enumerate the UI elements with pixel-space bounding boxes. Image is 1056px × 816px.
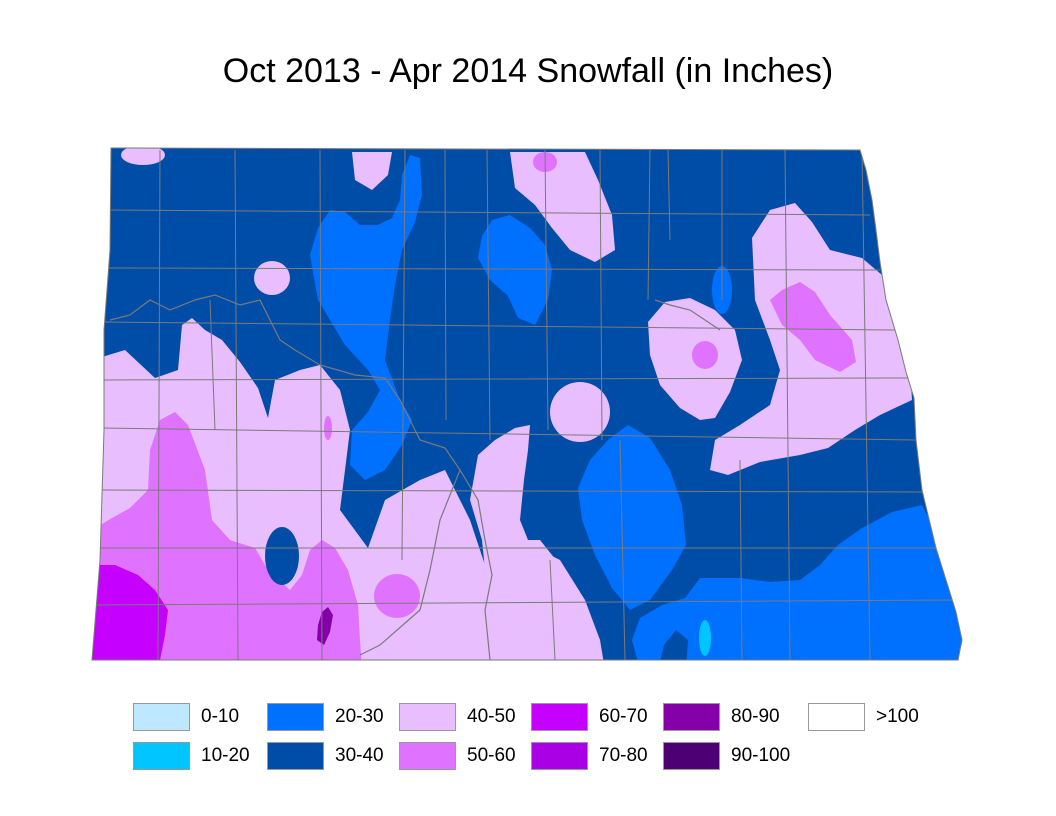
state-outline	[91, 147, 963, 661]
zone-40-50-north-east	[510, 152, 615, 262]
legend-label: 90-100	[731, 745, 791, 766]
zone-10-20-small	[699, 620, 711, 656]
legend-label: 10-20	[201, 745, 250, 766]
zone-50-60-small	[324, 416, 332, 440]
legend-item-80-90: 80-90	[663, 701, 780, 733]
legend-swatch	[531, 742, 588, 770]
zone-40-50-center	[550, 382, 610, 442]
legend-item-10-20: 10-20	[133, 740, 250, 772]
zone-20-30-north-blob	[478, 215, 552, 325]
legend-label: 70-80	[599, 745, 648, 766]
legend-label: 30-40	[335, 745, 384, 766]
zone-30-40-sw-hole	[265, 527, 299, 585]
county-boundaries	[93, 149, 956, 660]
legend-item-90-100: 90-100	[663, 740, 790, 772]
zone-40-50-north-top	[352, 152, 392, 190]
zone-40-50-nw-corner	[121, 148, 165, 165]
zone-20-30-southeast	[632, 505, 962, 660]
legend-swatch	[133, 703, 190, 731]
legend-label: 60-70	[599, 706, 648, 727]
legend-item-20-30: 20-30	[267, 701, 384, 733]
legend-swatch	[267, 742, 324, 770]
map-title: Oct 2013 - Apr 2014 Snowfall (in Inches)	[222, 52, 834, 90]
zone-60-70-southwest	[92, 565, 168, 660]
zone-50-60-east-center	[692, 341, 718, 369]
legend-swatch	[663, 742, 720, 770]
legend-item-70-80: 70-80	[531, 740, 648, 772]
legend-label: 50-60	[467, 745, 516, 766]
zone-40-50-nw-blob	[254, 261, 290, 295]
legend-swatch	[663, 703, 720, 731]
zone-20-30-north-central	[310, 155, 422, 480]
legend-swatch	[399, 742, 456, 770]
legend-label: 20-30	[335, 706, 384, 727]
zone-20-30-south-central	[578, 425, 686, 610]
legend-swatch	[133, 742, 190, 770]
legend-item-30-40: 30-40	[267, 740, 384, 772]
zone-80-90-small	[317, 607, 333, 645]
legend-item-0-10: 0-10	[133, 701, 239, 733]
legend-label: 80-90	[731, 706, 780, 727]
zone-30-40-south-notch	[658, 630, 688, 660]
state-area	[92, 148, 962, 660]
zone-40-50-south-central	[470, 425, 605, 660]
legend-swatch	[399, 703, 456, 731]
legend-item-over-100: >100	[808, 701, 919, 733]
legend-item-50-60: 50-60	[399, 740, 516, 772]
zone-50-60-east-lobe	[770, 282, 856, 372]
legend-swatch	[808, 703, 865, 731]
legend-swatch	[267, 703, 324, 731]
legend-label: >100	[876, 706, 919, 727]
legend-label: 40-50	[467, 706, 516, 727]
zone-50-60-south-blob	[374, 574, 420, 618]
missouri-river	[109, 294, 721, 660]
legend-swatch	[531, 703, 588, 731]
legend-item-40-50: 40-50	[399, 701, 516, 733]
legend-item-60-70: 60-70	[531, 701, 648, 733]
legend-label: 0-10	[201, 706, 240, 727]
